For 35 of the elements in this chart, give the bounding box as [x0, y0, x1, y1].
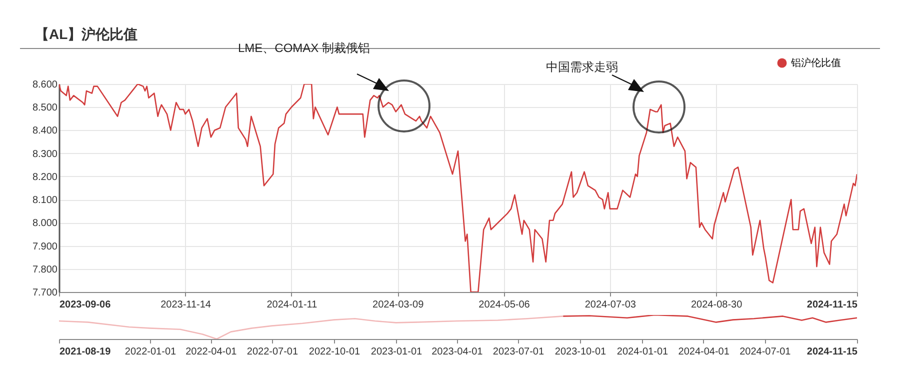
- x-tick-label: 2023-09-06: [60, 300, 112, 310]
- y-tick-label: 8.200: [32, 172, 58, 183]
- x-tick-label: 2024-07-03: [584, 300, 636, 310]
- y-tick-label: 7.800: [32, 264, 58, 276]
- x-tick-label: 2023-01-01: [370, 346, 423, 358]
- x-tick-label: 2024-11-15: [806, 300, 858, 310]
- x-tick-label: 2022-04-01: [186, 346, 238, 358]
- x-tick-label: 2024-08-30: [690, 300, 743, 310]
- y-tick-label: 7.900: [32, 241, 58, 252]
- x-tick-label: 2023-10-01: [554, 346, 607, 358]
- y-tick-label: 8.400: [32, 126, 58, 137]
- text: LME、COMAX 制裁俄铝: [238, 41, 370, 55]
- x-tick-label: 2023-11-14: [160, 300, 212, 310]
- y-tick-label: 8.600: [32, 80, 58, 90]
- legend-label: 铝沪伦比值: [790, 57, 841, 69]
- y-tick-label: 8.300: [32, 148, 58, 160]
- x-tick-label: 2024-07-01: [740, 346, 792, 358]
- x-tick-label: 2022-01-01: [124, 346, 176, 358]
- y-tick-label: 8.100: [32, 195, 58, 206]
- x-tick-label: 2022-07-01: [246, 346, 298, 358]
- x-tick-label: 2024-05-06: [478, 300, 530, 310]
- x-tick-label: 2024-01-11: [266, 300, 318, 310]
- text: 中国需求走弱: [546, 60, 618, 74]
- x-tick-label: 2022-10-01: [308, 346, 360, 358]
- x-tick-label: 2023-04-01: [432, 346, 484, 358]
- x-tick-label: 2024-03-09: [372, 300, 424, 310]
- y-tick-label: 8.000: [32, 218, 58, 230]
- x-tick-label: 2024-11-15: [806, 346, 858, 358]
- y-tick-label: 8.500: [32, 102, 58, 114]
- x-tick-label: 2021-08-19: [60, 346, 112, 358]
- chart-title: 【AL】沪伦比值: [35, 26, 138, 42]
- x-tick-label: 2023-07-01: [492, 346, 544, 358]
- x-tick-label: 2024-01-01: [616, 346, 669, 358]
- y-tick-label: 7.700: [32, 288, 58, 298]
- x-tick-label: 2024-04-01: [678, 346, 730, 358]
